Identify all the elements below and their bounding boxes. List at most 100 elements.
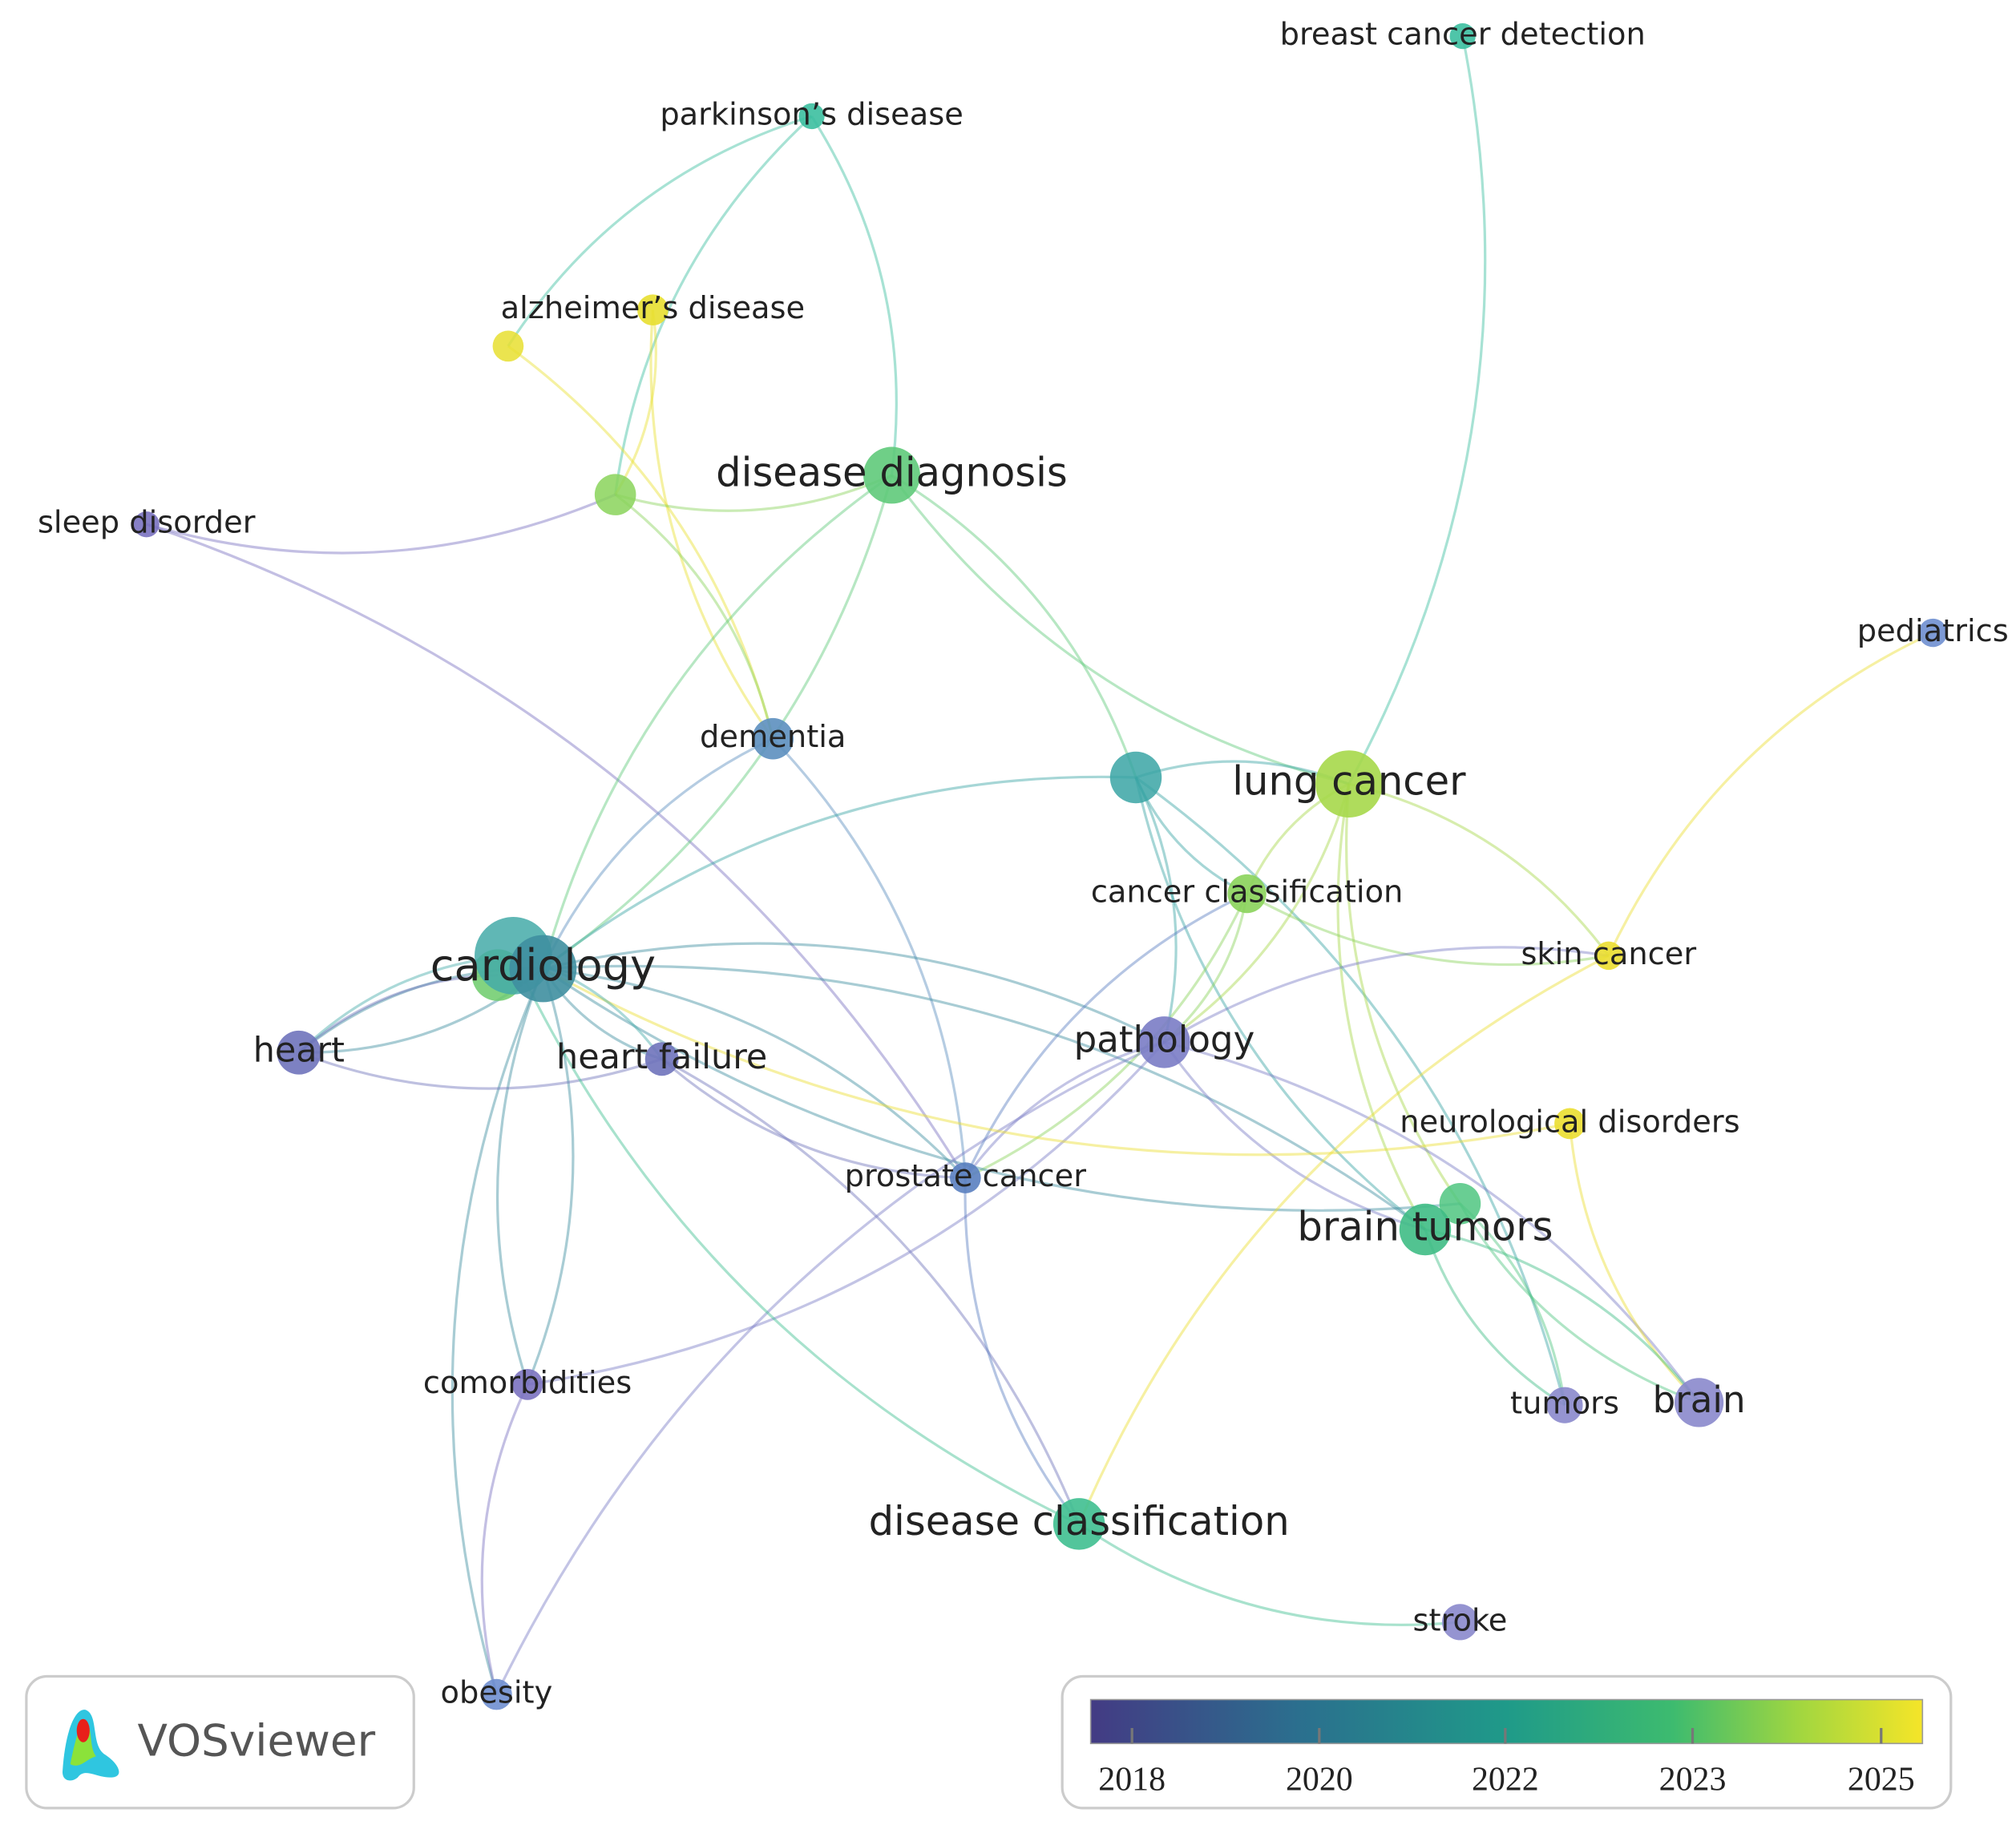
edges [146,35,1933,1695]
node-label: pediatrics [1857,613,2009,649]
node [1399,1203,1452,1256]
node [1674,1378,1724,1427]
node [1315,750,1383,818]
node-label: prostate cancer [845,1158,1087,1194]
edge [649,309,774,740]
edge [450,967,544,1695]
edge [495,1040,1166,1695]
edge [964,1177,1081,1525]
edge [615,474,893,512]
edge [1424,1228,1700,1403]
node-label: brain [1653,1379,1746,1421]
edge [614,493,774,740]
node [509,935,577,1003]
edge [964,892,1248,1179]
edge [964,893,1249,1180]
edge [146,523,967,1179]
edge [527,1041,1166,1386]
edge [1607,632,1933,957]
node-label: alzheimer’s disease [501,290,806,326]
edge [1163,1041,1426,1231]
node [637,294,669,326]
node-label: sleep disorder [38,505,256,541]
edge [1246,892,1610,967]
nodes [133,23,1947,1710]
edge [526,968,575,1385]
node-label: heart failure [556,1037,767,1077]
edge [507,345,774,740]
brand-box [25,1674,415,1810]
node-label: disease classification [869,1498,1290,1544]
edge [511,955,1080,1525]
edge [1163,783,1351,1044]
legend-tick-label: 2023 [1659,1761,1727,1798]
node-label: breast cancer detection [1280,17,1646,53]
edge [1459,1202,1566,1406]
edge [146,493,616,555]
edge [1077,954,1610,1525]
node-label: disease diagnosis [716,449,1068,495]
node-label: cardiology [430,940,656,991]
edge [1568,1123,1700,1404]
node [1227,874,1267,914]
node [644,1042,679,1076]
edge [543,964,1426,1231]
edge [542,775,1137,970]
node-label: comorbidities [423,1365,632,1401]
edge [1135,776,1566,1406]
edge [891,474,1350,785]
edge [541,737,774,970]
edge [1459,1202,1700,1404]
edge [1347,35,1487,785]
edge [661,1058,966,1180]
node [1052,1498,1105,1550]
node [481,1678,512,1710]
edge [810,115,898,476]
edge [507,115,813,347]
node [1546,1387,1583,1423]
edge [297,973,499,1054]
edge [1348,782,1610,957]
edge [964,1040,1165,1179]
edge [614,309,657,495]
edge [772,737,967,1178]
legend-tick-label: 2020 [1286,1761,1353,1798]
node-label: cancer classification [1091,874,1404,910]
node [798,103,825,130]
edge [1078,1523,1460,1626]
edge [480,1383,529,1695]
node [863,446,920,504]
node [492,330,524,362]
node [1449,23,1476,50]
node [1594,941,1623,971]
node [594,474,636,515]
edge [1163,946,1610,1044]
node-label: pathology [1074,1018,1255,1060]
edge [543,967,967,1179]
node-label: heart [253,1031,345,1071]
edge [1344,783,1461,1205]
node-label: lung cancer [1232,758,1466,805]
node [1554,1108,1586,1140]
node [752,717,794,760]
edge [891,474,1137,778]
brand-logo [62,1710,119,1781]
node [511,1369,543,1400]
edge [1134,777,1178,1043]
node [1439,1182,1481,1225]
node-label: brain tumors [1297,1204,1553,1250]
node [1138,1016,1190,1068]
edge [614,115,813,495]
edge [543,942,1166,1044]
node-label: obesity [441,1675,553,1711]
edge [541,474,893,969]
node-label: dementia [700,719,846,755]
labels: breast cancer detection parkinson’s disea… [38,17,2009,1711]
edge [298,1051,663,1090]
legend-tick-label: 2018 [1098,1761,1166,1798]
node-label: skin cancer [1521,936,1696,972]
legend-ticks: 2018 2020 2022 2023 2025 [1098,1727,1915,1798]
edge [542,967,1570,1157]
